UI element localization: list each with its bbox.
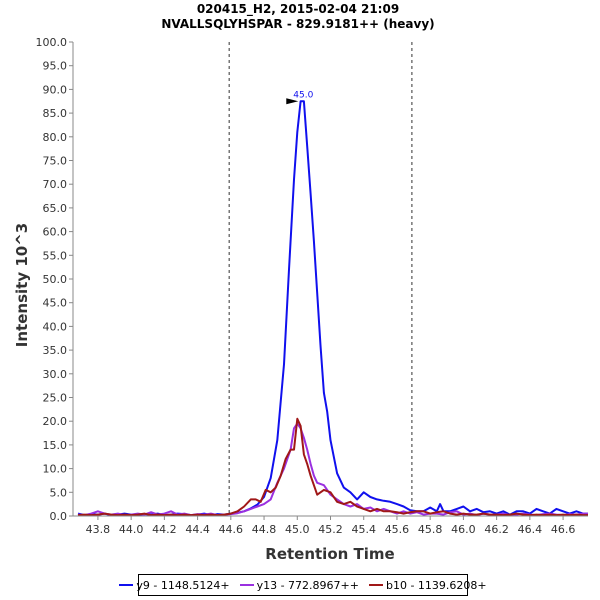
y-axis-label: Intensity 10^3 xyxy=(13,223,31,347)
x-tick-label: 44.2 xyxy=(152,523,177,536)
peak-label: 45.0 xyxy=(293,90,313,100)
y-tick-label: 60.0 xyxy=(43,226,68,239)
y-tick-label: 65.0 xyxy=(43,202,68,215)
y-tick-label: 100.0 xyxy=(36,36,68,49)
x-tick-label: 45.6 xyxy=(385,523,410,536)
legend-label-y9: y9 - 1148.5124+ xyxy=(136,578,230,592)
y-tick-label: 15.0 xyxy=(43,439,68,452)
x-tick-label: 45.2 xyxy=(318,523,343,536)
legend-swatch-y13 xyxy=(239,584,254,586)
legend-swatch-y9 xyxy=(119,584,134,586)
chart-subtitle: NVALLSQLYHSPAR - 829.9181++ (heavy) xyxy=(161,17,434,31)
y-tick-label: 85.0 xyxy=(43,107,68,120)
x-axis-label: Retention Time xyxy=(265,545,394,563)
y-tick-label: 80.0 xyxy=(43,131,68,144)
y-tick-label: 95.0 xyxy=(43,60,68,73)
legend-label-b10: b10 - 1139.6208+ xyxy=(385,578,487,592)
y-tick-label: 5.0 xyxy=(50,486,68,499)
integration-boundaries xyxy=(228,42,413,516)
x-tick-label: 46.4 xyxy=(518,523,543,536)
legend-item-b10: b10 - 1139.6208+ xyxy=(368,578,487,592)
plot-area: 45.0 xyxy=(73,42,588,517)
x-tick-label: 46.6 xyxy=(551,523,576,536)
x-tick-label: 45.0 xyxy=(285,523,310,536)
x-tick-label: 44.8 xyxy=(252,523,277,536)
x-tick-label: 46.0 xyxy=(451,523,476,536)
legend: y9 - 1148.5124+ y13 - 772.8967++ b10 - 1… xyxy=(119,574,487,596)
y-tick-label: 10.0 xyxy=(43,463,68,476)
y-tick-label: 20.0 xyxy=(43,415,68,428)
x-tick-label: 45.4 xyxy=(351,523,376,536)
legend-label-y13: y13 - 772.8967++ xyxy=(256,578,359,592)
x-tick-label: 44.4 xyxy=(185,523,210,536)
x-tick-label: 43.8 xyxy=(86,523,111,536)
peak-marker xyxy=(286,98,299,105)
y-tick-label: 90.0 xyxy=(43,83,68,96)
peak-annotation-layer: 45.0 xyxy=(286,90,314,105)
y-tick-label: 35.0 xyxy=(43,344,68,357)
x-tick-label: 44.6 xyxy=(219,523,244,536)
series-layer xyxy=(77,100,588,517)
y-tick-label: 75.0 xyxy=(43,155,68,168)
y-tick-label: 30.0 xyxy=(43,368,68,381)
chart-title: 020415_H2, 2015-02-04 21:09 xyxy=(197,2,399,17)
y-tick-label: 70.0 xyxy=(43,178,68,191)
y-tick-label: 0.0 xyxy=(50,510,68,523)
y-tick-label: 40.0 xyxy=(43,320,68,333)
series-line-b10 xyxy=(77,417,588,517)
x-tick-label: 44.0 xyxy=(119,523,144,536)
y-tick-label: 25.0 xyxy=(43,392,68,405)
x-tick-label: 45.8 xyxy=(418,523,443,536)
legend-item-y9: y9 - 1148.5124+ xyxy=(119,578,230,592)
x-tick-label: 46.2 xyxy=(484,523,509,536)
legend-item-y13: y13 - 772.8967++ xyxy=(239,578,359,592)
y-tick-label: 45.0 xyxy=(43,297,68,310)
legend-swatch-b10 xyxy=(368,584,383,586)
y-axis-ticks: 0.0 5.0 10.0 15.0 20.0 25.0 30.0 35.0 40.0 45.0 50… xyxy=(36,36,73,523)
x-axis-ticks: 43.8 44.0 44.2 44.4 44.6 44.8 45.0 45.2 45.4 45.6… xyxy=(86,516,576,536)
y-tick-label: 55.0 xyxy=(43,249,68,262)
y-tick-label: 50.0 xyxy=(43,273,68,286)
